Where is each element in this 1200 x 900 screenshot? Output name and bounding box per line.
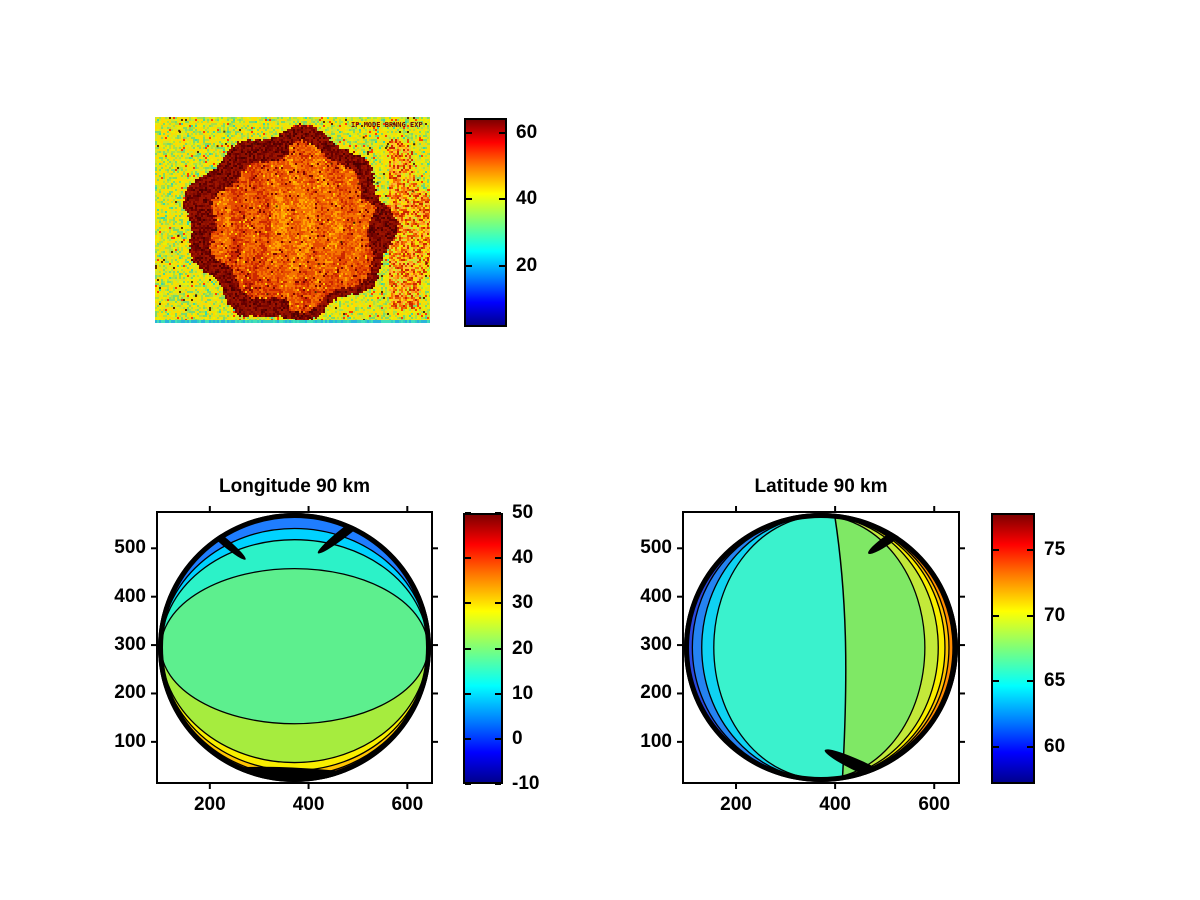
radar-colorbar: 60 40 20 [464,118,537,327]
y-tick-label: 300 [114,634,146,656]
colorbar-tick-label: 60 [516,121,538,143]
colorbar-tick-label: -10 [512,773,540,794]
colorbar-tick [1027,548,1033,551]
x-tick-label: 600 [918,794,951,815]
colorbar-tick [499,131,505,134]
contour-line [713,516,846,779]
colorbar-tick [1027,746,1033,749]
colorbar-tick-label: 20 [512,637,534,659]
colorbar-tick [499,264,505,267]
colorbar-tick-label: 10 [512,682,534,704]
colorbar-tick [495,692,501,695]
contour-band [713,516,846,779]
latitude-colorbar: 75 70 65 60 [991,513,1065,784]
y-tick-label: 100 [640,730,672,752]
colorbar-tick-label: 40 [512,547,534,569]
colorbar-gradient [991,513,1035,784]
contour-line [161,539,428,648]
y-tick-label: 400 [640,585,672,607]
colorbar-tick [466,264,472,267]
colorbar-tick-label: 40 [516,188,538,210]
axes-frame [156,511,433,784]
x-tick-label: 400 [292,794,325,815]
radar-image [155,117,430,323]
colorbar-tick-label: 20 [516,254,538,276]
colorbar-tick [993,548,999,551]
axes-frame [682,511,960,784]
colorbar-tick [495,783,501,785]
x-tick-label: 200 [720,794,752,815]
y-tick-label: 300 [640,634,672,656]
contour-line [834,516,847,779]
colorbar-tick [495,557,501,560]
colorbar-tick [465,737,471,740]
colorbar-tick [495,647,501,650]
y-tick-label: 500 [640,537,672,559]
y-tick-label: 500 [114,537,146,559]
contour-line [834,516,926,779]
colorbar-tick [465,692,471,695]
colorbar-tick [1027,680,1033,683]
contour-line [834,516,946,779]
latitude-contour-svg [677,506,965,789]
planet-rim [684,513,958,782]
latitude-plot-title: Latitude 90 km [754,476,888,497]
colorbar-tick [465,647,471,650]
contour-line [834,516,954,779]
planet-rim [231,766,366,780]
x-tick-label: 600 [391,794,424,815]
contour-line [161,527,428,648]
y-tick-label: 200 [114,682,146,704]
x-tick-label: 400 [819,794,851,815]
colorbar-tick [465,512,471,514]
colorbar-tick [465,783,471,785]
longitude-contour-svg [151,506,438,789]
colorbar-tick [495,737,501,740]
colorbar-tick [1027,614,1033,617]
colorbar-tick [466,131,472,134]
colorbar-tick [499,198,505,201]
contour-line [161,647,428,725]
colorbar-tick [495,512,501,514]
colorbar-tick-label: 70 [1044,604,1066,626]
colorbar-tick-label: 60 [1044,736,1066,758]
contour-line [691,516,846,779]
contour-line [701,516,846,779]
colorbar-tick-label: 30 [512,592,534,614]
planet-rim [158,513,431,782]
longitude-contour-subplot: Longitude 90 km 200 400 600 100 200 300 400 500 [114,476,438,815]
colorbar-tick [993,746,999,749]
colorbar-tick-label: 0 [512,727,523,749]
longitude-plot-title: Longitude 90 km [219,476,370,497]
contour-band [161,647,428,724]
contour-band [161,568,428,648]
colorbar-tick [465,557,471,560]
colorbar-tick [466,198,472,201]
colorbar-tick [495,602,501,605]
colorbar-tick [465,602,471,605]
x-tick-label: 200 [193,794,226,815]
radar-image-subplot [155,117,430,323]
colorbar-tick [993,680,999,683]
latitude-contour-subplot: Latitude 90 km 200 400 600 100 200 300 400 500 [640,476,965,815]
contour-line [161,567,428,648]
colorbar-tick-label: 50 [512,502,534,523]
longitude-colorbar: 50 40 30 20 10 0 -10 [463,502,539,794]
colorbar-gradient [464,118,507,327]
colorbar-tick [993,614,999,617]
y-tick-label: 400 [114,585,146,607]
colorbar-tick-label: 65 [1044,670,1066,692]
y-tick-label: 200 [640,682,672,704]
contour-band [834,516,925,779]
contour-line [834,516,950,779]
contour-line [834,516,939,779]
y-tick-label: 100 [114,730,146,752]
colorbar-tick-label: 75 [1044,538,1066,560]
contour-line [161,647,428,764]
